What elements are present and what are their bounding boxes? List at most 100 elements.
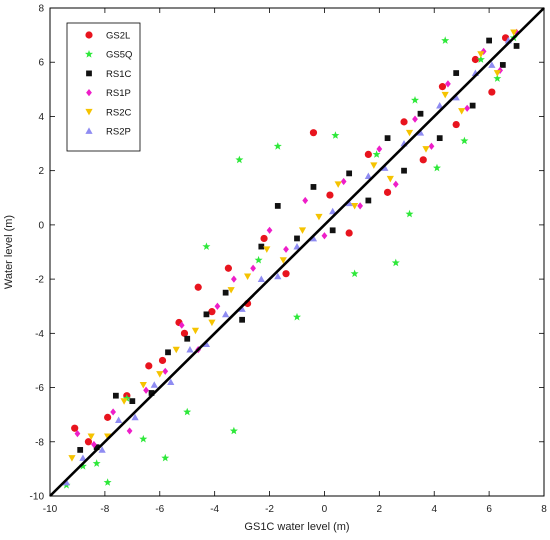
data-point-gs5q — [372, 150, 381, 158]
series-rs1c — [77, 37, 520, 453]
data-point-gs5q — [476, 55, 485, 63]
y-tick-label: 6 — [38, 58, 44, 69]
x-tick-label: -6 — [155, 504, 164, 515]
data-point-rs2p — [257, 275, 265, 282]
data-point-gs2l — [438, 83, 447, 91]
data-point-rs2p — [274, 272, 282, 280]
data-point-rs1p — [214, 302, 221, 310]
legend: GS2L GS5Q RS1C RS1P RS2C RS2P — [66, 22, 141, 152]
data-point-rs2p — [62, 478, 71, 486]
data-point-rs2p — [293, 242, 301, 250]
x-tick-label: 8 — [541, 504, 547, 515]
data-point-rs1p — [445, 80, 451, 88]
data-point-gs2l — [471, 55, 479, 64]
data-point-rs2c — [370, 162, 378, 169]
data-point-rs2c — [279, 257, 287, 264]
data-point-gs2l — [104, 413, 112, 421]
data-point-rs1c — [258, 243, 265, 250]
data-point-rs1c — [513, 43, 520, 49]
legend-box — [66, 22, 141, 152]
data-point-rs2c — [510, 29, 518, 36]
data-point-rs2c — [315, 213, 323, 221]
y-tick-label: 8 — [38, 4, 44, 15]
data-point-gs2l — [383, 188, 392, 196]
data-point-gs2l — [208, 308, 216, 316]
data-point-rs2c — [493, 70, 501, 77]
reference-line-layer — [49, 7, 545, 497]
data-point-gs5q — [122, 394, 131, 402]
data-point-gs2l — [224, 264, 232, 272]
data-point-rs1p — [464, 104, 471, 112]
data-point-gs2l — [345, 229, 353, 237]
legend-label-rs1c: RS1C — [106, 69, 131, 80]
legend-item-gs2l: GS2L — [85, 31, 130, 42]
y-tick-label: -4 — [35, 329, 44, 340]
data-point-rs2p — [436, 102, 444, 109]
data-point-rs1c — [112, 392, 119, 399]
data-point-rs1c — [184, 335, 191, 342]
x-tick-label: -2 — [265, 504, 274, 515]
data-point-rs2p — [238, 305, 246, 312]
data-point-rs2c — [87, 433, 95, 440]
data-point-rs1c — [165, 349, 171, 356]
data-point-rs1c — [453, 70, 460, 76]
data-point-rs1c — [310, 184, 317, 190]
data-point-rs1c — [77, 447, 84, 453]
x-tick-label: 2 — [377, 504, 383, 515]
legend-marker-rs2c — [85, 108, 93, 116]
data-point-rs2c — [120, 398, 128, 405]
data-point-rs2c — [477, 51, 485, 58]
data-point-gs5q — [183, 407, 192, 416]
data-point-rs1c — [222, 289, 229, 296]
data-point-rs1c — [93, 444, 100, 451]
data-point-rs1c — [365, 197, 372, 204]
plot-frame — [49, 7, 545, 497]
data-point-rs2c — [244, 273, 252, 280]
data-point-gs5q — [391, 258, 400, 267]
data-point-rs2p — [309, 234, 318, 242]
data-point-gs5q — [202, 242, 211, 250]
data-point-rs2p — [79, 454, 87, 461]
data-point-rs2c — [422, 146, 430, 153]
data-point-rs1c — [329, 227, 336, 234]
data-point-rs2p — [452, 93, 460, 101]
data-point-gs2l — [309, 129, 318, 137]
data-point-rs2p — [381, 164, 389, 171]
legend-marker-rs1c — [86, 70, 92, 77]
data-point-rs2c — [334, 181, 342, 188]
legend-item-rs1c: RS1C — [86, 69, 131, 80]
data-point-rs1p — [412, 115, 418, 123]
data-point-rs1p — [126, 427, 133, 435]
data-point-rs1c — [401, 167, 407, 174]
data-point-rs1c — [203, 311, 210, 318]
series-rs2c — [68, 29, 518, 462]
data-point-rs1p — [162, 367, 169, 375]
data-point-gs5q — [293, 312, 301, 321]
x-tick-label: -10 — [43, 504, 58, 515]
data-point-rs1p — [357, 202, 364, 210]
legend-marker-gs5q — [85, 50, 93, 58]
x-tick-labels: -10 -8 -6 -4 -2 0 2 4 6 8 — [43, 504, 547, 515]
data-point-rs1c — [148, 390, 155, 396]
legend-label-gs5q: GS5Q — [106, 50, 132, 61]
data-point-rs2c — [441, 91, 449, 99]
data-point-gs5q — [103, 478, 112, 486]
legend-label-rs2p: RS2P — [106, 127, 131, 138]
y-axis-title: Water level (m) — [3, 215, 15, 289]
data-point-rs2p — [131, 413, 139, 421]
data-point-rs2p — [329, 207, 337, 215]
y-tick-label: -8 — [35, 437, 44, 448]
data-point-rs2c — [139, 381, 147, 389]
data-point-gs5q — [254, 255, 263, 264]
data-point-rs1c — [239, 316, 245, 323]
data-point-rs1c — [436, 135, 443, 142]
data-point-rs2p — [186, 346, 194, 353]
data-point-gs5q — [161, 453, 170, 462]
data-point-gs2l — [260, 234, 268, 243]
legend-label-rs1p: RS1P — [106, 88, 131, 99]
data-point-rs1c — [499, 62, 506, 68]
ticks-layer — [49, 7, 545, 497]
data-point-rs2c — [405, 129, 414, 137]
data-point-rs2c — [386, 175, 394, 183]
data-point-rs2p — [345, 199, 353, 207]
